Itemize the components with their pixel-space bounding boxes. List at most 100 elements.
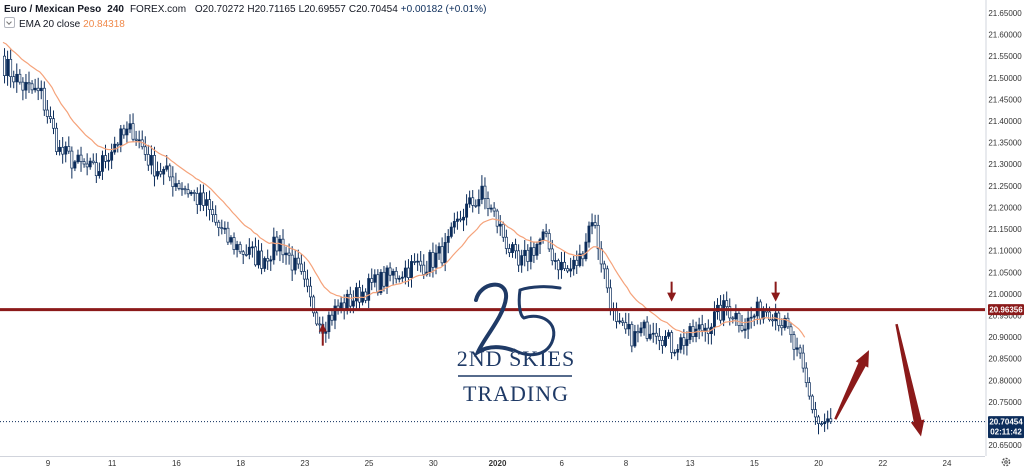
candle-body <box>327 314 331 333</box>
candle <box>559 251 563 279</box>
candle-body <box>498 223 502 227</box>
candle <box>382 266 386 292</box>
candle <box>526 244 530 272</box>
candle-body <box>153 155 156 177</box>
candle-body <box>373 274 377 283</box>
candle <box>143 136 147 161</box>
candle <box>624 312 628 334</box>
logo-mark-25 <box>473 282 562 357</box>
candle-body <box>514 244 518 252</box>
candle <box>67 136 71 154</box>
candle <box>728 298 732 326</box>
candle <box>630 321 634 353</box>
candle <box>306 269 309 293</box>
candle-body <box>455 218 459 222</box>
candle <box>39 80 43 100</box>
candle-body <box>214 214 218 223</box>
candle-body <box>807 382 811 397</box>
settings-gear-icon[interactable] <box>1001 457 1011 467</box>
candle-body <box>559 261 563 271</box>
candle <box>217 219 221 237</box>
candle-body <box>33 87 37 91</box>
candle-body <box>737 312 741 326</box>
candle-body <box>128 123 132 130</box>
symbol-interval[interactable]: 240 <box>107 4 124 15</box>
candle-body <box>201 192 205 206</box>
collapse-indicators-icon[interactable] <box>4 17 15 28</box>
candle-body <box>131 123 135 140</box>
candle <box>602 260 606 280</box>
candle <box>174 172 178 191</box>
candle <box>660 336 664 354</box>
x-tick-label: 6 <box>559 459 564 468</box>
candle-body <box>529 247 533 262</box>
level-tag-bg <box>988 304 1024 316</box>
y-tick-label: 20.95000 <box>988 312 1022 321</box>
candle-body <box>257 250 260 266</box>
candle-body <box>385 267 389 287</box>
candle-body <box>608 287 612 310</box>
last-price-tag-label: 20.70454 <box>989 418 1023 427</box>
y-tick-label: 21.15000 <box>988 225 1022 234</box>
candle-body <box>192 192 196 194</box>
candle-body <box>232 237 236 250</box>
candle <box>517 244 521 273</box>
candle-body <box>91 160 95 163</box>
candle-body <box>581 253 585 260</box>
x-axis[interactable]: 9 11 16 18 23 25 30 2020 6 8 13 15 20 22 24 <box>0 456 985 468</box>
candle-body <box>685 339 689 346</box>
symbol-name[interactable]: Euro / Mexican Peso <box>4 4 102 15</box>
candle <box>627 313 631 336</box>
candle <box>495 208 499 234</box>
candle-body <box>795 347 799 350</box>
candle <box>165 155 169 172</box>
candle <box>731 316 735 324</box>
candle <box>419 250 423 273</box>
candle-body <box>526 249 530 262</box>
ema-label[interactable]: EMA 20 close <box>19 19 81 30</box>
candle <box>489 204 493 213</box>
candle-body <box>149 155 153 166</box>
candle-body <box>174 183 178 187</box>
candle-body <box>810 395 814 410</box>
candle <box>91 153 95 165</box>
candle <box>177 179 181 191</box>
x-tick-label: 23 <box>300 459 309 468</box>
candle-body <box>495 210 499 227</box>
candle-body <box>94 162 98 177</box>
candle-body <box>504 236 508 249</box>
candle-body <box>156 171 159 177</box>
candle <box>532 241 536 264</box>
candle-body <box>553 260 557 262</box>
candle-body <box>636 331 640 334</box>
candle-body <box>407 267 410 279</box>
candle <box>385 265 389 295</box>
candle-body <box>520 255 524 266</box>
candle-body <box>177 183 181 189</box>
candle <box>159 162 163 178</box>
annotation-arrows <box>318 281 781 346</box>
candle-body <box>694 328 698 337</box>
candle <box>670 330 674 360</box>
candle <box>58 139 62 156</box>
y-tick-label: 21.45000 <box>988 95 1022 104</box>
candle-body <box>667 332 671 337</box>
y-tick-label: 21.50000 <box>988 74 1022 83</box>
candle-body <box>48 116 52 120</box>
candle <box>798 344 802 359</box>
candle <box>575 250 579 275</box>
candle <box>247 238 251 260</box>
y-axis[interactable]: 21.65000 21.60000 21.55000 21.50000 21.45000… <box>985 0 1022 456</box>
candle <box>804 362 808 388</box>
high-value: H20.71165 <box>247 4 296 15</box>
candle <box>400 271 404 282</box>
candle-body <box>593 222 597 226</box>
candle <box>9 49 13 88</box>
candle-body <box>471 197 475 206</box>
candle <box>452 212 456 234</box>
candle <box>391 268 395 285</box>
candle <box>125 121 129 143</box>
candle-body <box>633 331 637 347</box>
candle-body <box>272 236 276 261</box>
